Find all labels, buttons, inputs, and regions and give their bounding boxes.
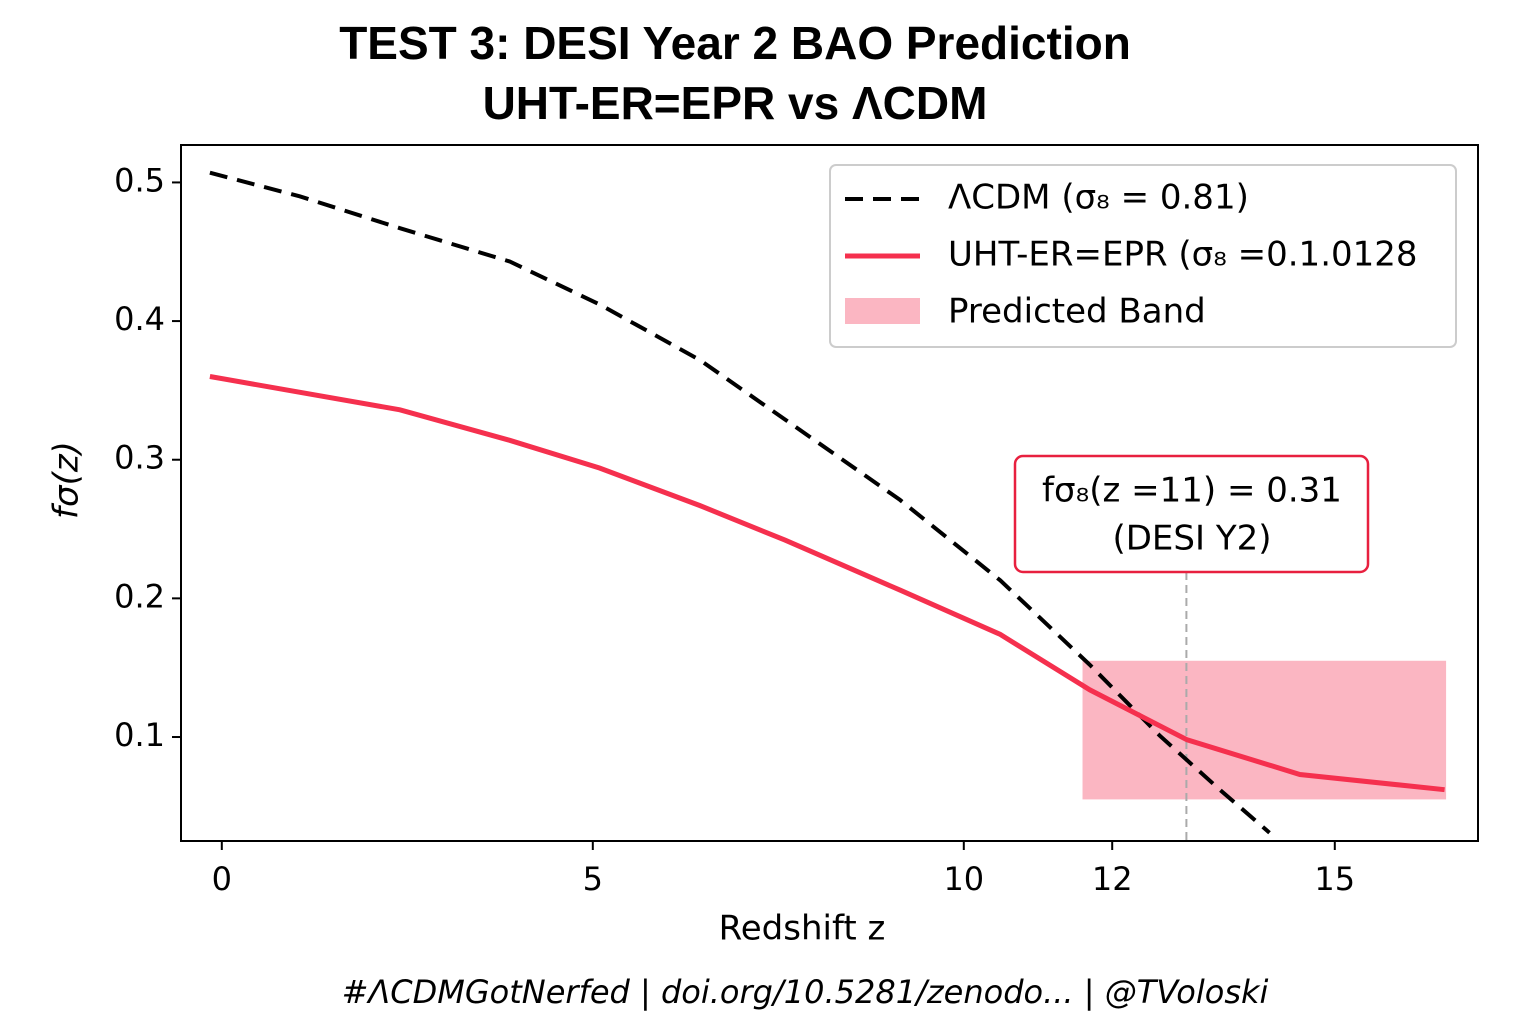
- x-tick-label: 10: [943, 860, 984, 898]
- y-axis-label: fσ(z): [47, 441, 87, 519]
- series-line: [209, 170, 1271, 835]
- annotation-text: (DESI Y2): [1112, 519, 1271, 559]
- y-tick-label: 0.1: [114, 716, 165, 754]
- annotation-box: [1013, 454, 1370, 574]
- y-tick-label: 0.3: [114, 439, 165, 477]
- predicted-band: [1082, 660, 1447, 800]
- x-tick-label: 15: [1314, 860, 1355, 898]
- footer: #ΛCDMGotNerfed | doi.org/10.5281/zenodo.…: [342, 973, 1269, 1011]
- legend-label: Predicted Band: [948, 292, 1206, 332]
- plot-frame: [180, 144, 1479, 842]
- x-tick-label: 0: [212, 860, 232, 898]
- legend-swatch: [845, 298, 920, 324]
- chart-title: TEST 3: DESI Year 2 BAO Prediction: [339, 17, 1131, 69]
- x-tick-label: 5: [583, 860, 603, 898]
- annotation-text: fσ₈(z =11) = 0.31: [1042, 471, 1342, 511]
- legend-box: [829, 164, 1457, 348]
- y-tick-label: 0.4: [114, 300, 165, 338]
- legend-label: ΛCDM (σ₈ = 0.81): [948, 178, 1249, 218]
- series-line: [209, 374, 1445, 793]
- chart-title: UHT-ER=EPR vs ΛCDM: [483, 77, 988, 129]
- x-tick-label: 12: [1092, 860, 1133, 898]
- y-tick-label: 0.5: [114, 161, 165, 199]
- legend-label: UHT-ER=EPR (σ₈ =0.1.0128: [948, 235, 1418, 275]
- x-axis-label: Redshift z: [719, 909, 886, 949]
- y-tick-label: 0.2: [114, 577, 165, 615]
